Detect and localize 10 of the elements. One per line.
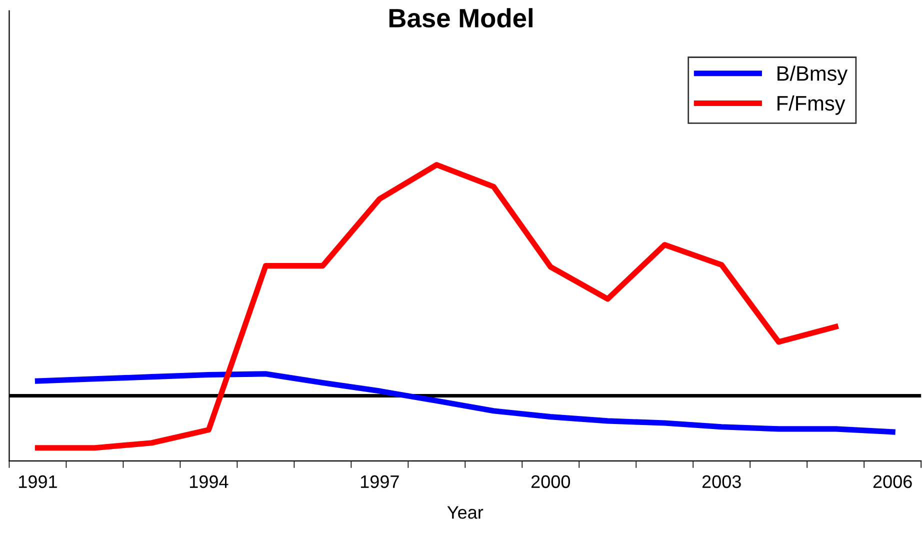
x-tick-label: 2003	[702, 475, 741, 488]
legend-label: B/Bmsy	[778, 66, 848, 85]
x-tick-label: 2006	[873, 475, 912, 488]
x-tick-label: 1991	[19, 475, 57, 488]
x-tick-label: 1997	[360, 475, 399, 488]
chart-title: Base Model	[389, 8, 532, 28]
x-tick-label: 2000	[531, 475, 570, 488]
x-axis-title: Year	[447, 506, 484, 519]
legend-label: F/Fmsy	[778, 95, 846, 115]
x-tick-label: 1994	[190, 475, 228, 488]
